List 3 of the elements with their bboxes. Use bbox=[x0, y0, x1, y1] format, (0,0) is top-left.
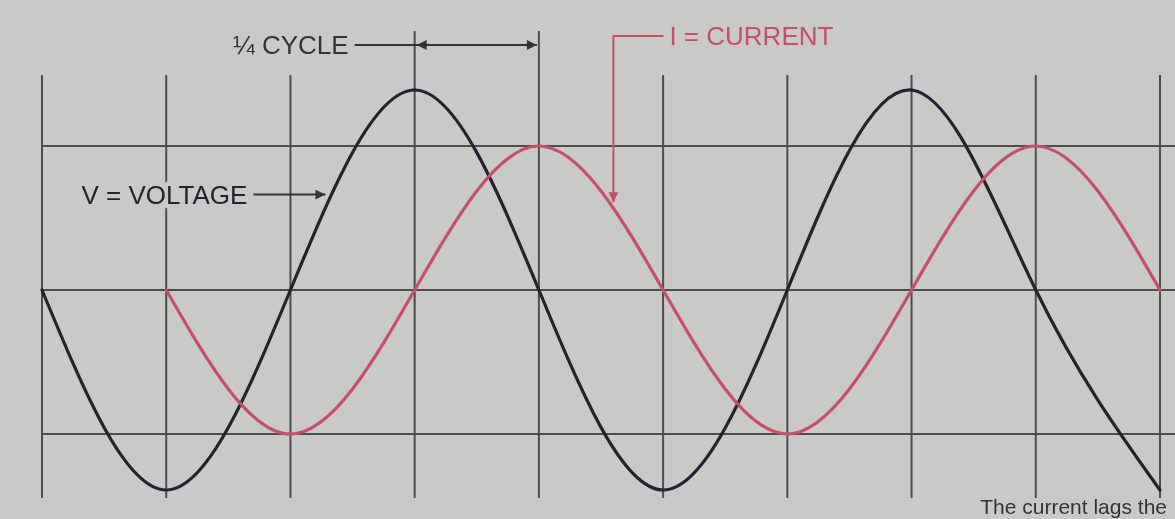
text: ¼ CYCLE bbox=[233, 30, 349, 60]
text: The current lags the bbox=[980, 495, 1167, 518]
text: I = CURRENT bbox=[669, 21, 834, 51]
